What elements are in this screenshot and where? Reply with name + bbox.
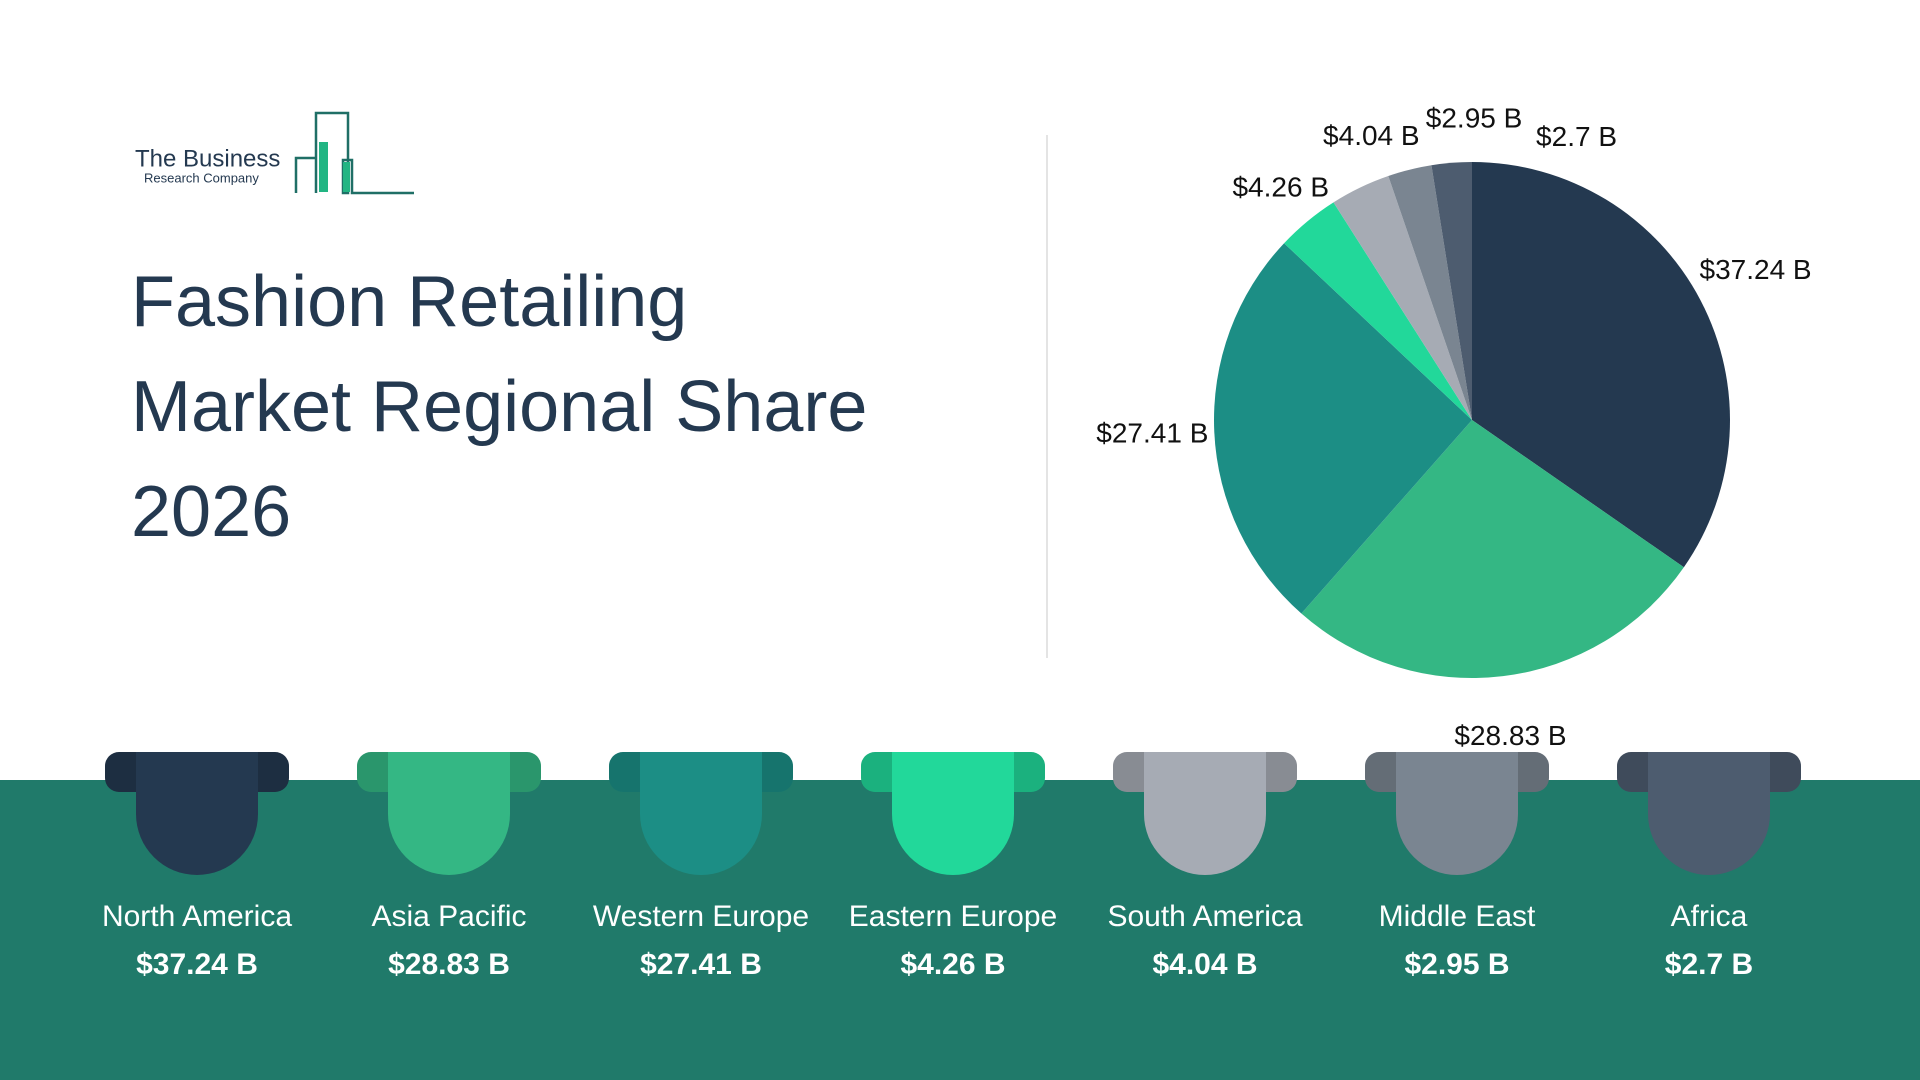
card-badge <box>1396 752 1518 875</box>
logo-subtitle: Research Company <box>144 170 259 185</box>
pie-label: $4.26 B <box>1232 171 1329 202</box>
pie-slice <box>1388 165 1472 420</box>
card-badge <box>640 752 762 875</box>
region-name: South America <box>1107 900 1302 933</box>
card-badge <box>388 752 510 875</box>
region-name: Middle East <box>1379 900 1536 933</box>
card-badge <box>1144 752 1266 875</box>
region-value: $4.04 B <box>1152 948 1257 981</box>
pie-label: $27.41 B <box>1096 417 1208 448</box>
pie-label: $4.04 B <box>1323 120 1420 151</box>
region-value: $4.26 B <box>900 948 1005 981</box>
logo-name: The Business <box>135 145 280 172</box>
region-value: $37.24 B <box>136 948 258 981</box>
region-name: Western Europe <box>593 900 809 933</box>
pie-slice <box>1301 420 1684 678</box>
pie-slice <box>1333 175 1472 420</box>
region-name: Eastern Europe <box>849 900 1057 933</box>
pie-slice <box>1472 162 1730 568</box>
pie-label: $2.95 B <box>1426 102 1523 133</box>
pie-slice <box>1284 202 1472 420</box>
pie-label: $37.24 B <box>1700 254 1812 285</box>
region-name: Asia Pacific <box>371 900 526 933</box>
card-badge <box>892 752 1014 875</box>
logo-bar <box>343 162 350 192</box>
pie-slice <box>1214 243 1472 614</box>
region-value: $28.83 B <box>388 948 510 981</box>
pie-label: $2.7 B <box>1536 121 1617 152</box>
card-badge <box>136 752 258 875</box>
region-name: North America <box>102 900 292 933</box>
pie-slice <box>1431 162 1472 420</box>
region-value: $27.41 B <box>640 948 762 981</box>
chart-title: Fashion Retailing Market Regional Share … <box>131 262 868 552</box>
pie-label: $28.83 B <box>1454 720 1566 751</box>
region-value: $2.95 B <box>1404 948 1509 981</box>
card-badge <box>1648 752 1770 875</box>
logo: The Business Research Company <box>135 111 414 195</box>
logo-building <box>294 111 414 195</box>
region-name: Africa <box>1671 900 1748 933</box>
region-value: $2.7 B <box>1665 948 1753 981</box>
logo-bar <box>319 142 328 192</box>
